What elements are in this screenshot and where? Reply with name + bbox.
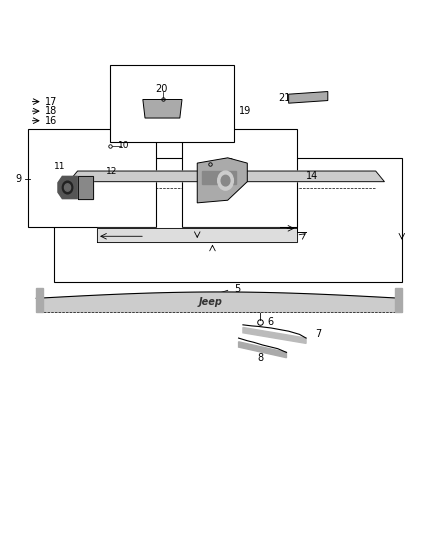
Text: 19: 19 <box>239 106 251 116</box>
Circle shape <box>218 171 233 190</box>
Text: 14: 14 <box>306 172 318 181</box>
Polygon shape <box>395 288 402 312</box>
Polygon shape <box>197 158 247 203</box>
Bar <box>182 128 297 227</box>
Text: 9: 9 <box>16 174 22 184</box>
Text: Jeep: Jeep <box>198 297 222 307</box>
Text: 20: 20 <box>155 84 168 94</box>
Text: 11: 11 <box>53 163 65 171</box>
Polygon shape <box>239 342 286 358</box>
Polygon shape <box>58 176 78 199</box>
Circle shape <box>62 181 73 194</box>
Text: 16: 16 <box>45 116 57 126</box>
Polygon shape <box>243 327 306 343</box>
Text: 6: 6 <box>268 317 274 327</box>
Polygon shape <box>36 288 43 312</box>
Text: 18: 18 <box>45 106 57 116</box>
Bar <box>53 158 402 282</box>
Text: 8: 8 <box>257 353 263 362</box>
Text: 15: 15 <box>223 158 234 166</box>
Polygon shape <box>69 171 385 182</box>
Text: 5: 5 <box>234 284 240 294</box>
Polygon shape <box>289 92 328 103</box>
Text: 7: 7 <box>315 329 321 339</box>
Polygon shape <box>78 176 93 199</box>
Text: 12: 12 <box>106 166 117 175</box>
Circle shape <box>221 175 230 186</box>
Polygon shape <box>143 100 182 118</box>
Polygon shape <box>97 228 297 241</box>
Polygon shape <box>201 171 237 184</box>
Circle shape <box>64 184 71 191</box>
Bar <box>28 128 156 227</box>
Text: 17: 17 <box>45 96 57 107</box>
Text: 21: 21 <box>278 93 290 103</box>
Text: 10: 10 <box>118 141 130 150</box>
Bar <box>110 65 234 142</box>
